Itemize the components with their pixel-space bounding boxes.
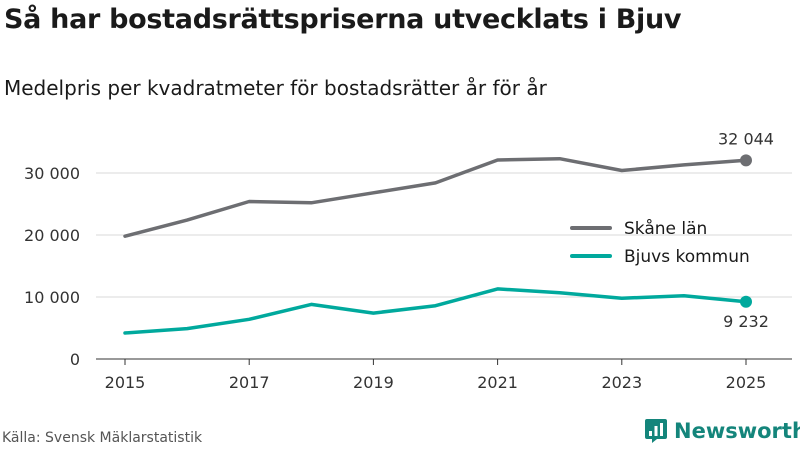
series-line [123,156,748,238]
bar-chart-icon [645,419,667,443]
y-tick-label: 20 000 [24,226,80,245]
x-tick-label: 2017 [229,373,270,392]
end-point-marker [740,154,752,167]
source-note: Källa: Svensk Mäklarstatistik [2,430,203,446]
x-tick-label: 2015 [105,373,146,392]
end-value-label: 9 232 [723,312,769,331]
end-value-label: 32 044 [718,129,774,148]
chart-subtitle: Medelpris per kvadratmeter för bostadsrä… [4,76,547,100]
y-tick-label: 10 000 [24,288,80,307]
x-tick-label: 2023 [601,373,642,392]
series-line [123,287,748,335]
x-tick-label: 2019 [353,373,394,392]
legend-label: Skåne län [624,218,707,239]
chart-title: Så har bostadsrättspriserna utvecklats i… [4,4,682,35]
x-tick-label: 2025 [726,373,767,392]
y-tick-label: 0 [70,350,80,369]
x-tick-label: 2021 [477,373,518,392]
y-tick-label: 30 000 [24,164,80,183]
end-point-marker [740,295,752,308]
brand-name: Newsworthy [674,419,800,443]
brand-logo: Newsworthy [644,418,800,444]
legend-label: Bjuvs kommun [624,247,750,267]
